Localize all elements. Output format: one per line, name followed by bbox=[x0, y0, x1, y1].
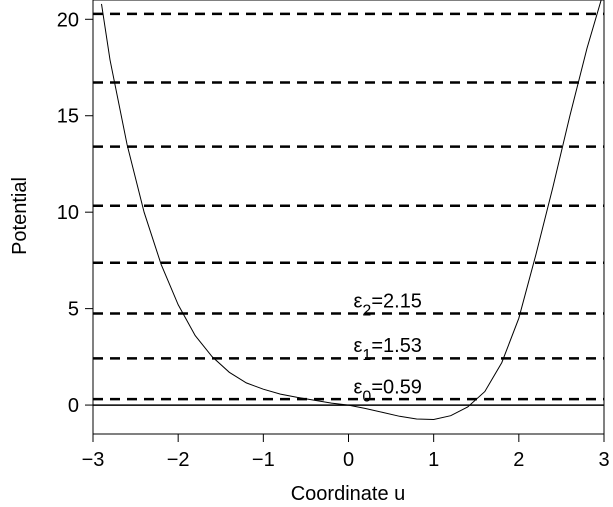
potential-curve bbox=[101, 0, 602, 421]
x-axis-title: Coordinate u bbox=[291, 483, 406, 505]
energy-annotations: ε0=0.59 ε1=1.53 ε2=2.15 bbox=[354, 291, 422, 406]
energy-label-0: ε0=0.59 bbox=[354, 377, 422, 406]
plot-frame bbox=[92, 0, 605, 435]
x-tick-label: 2 bbox=[513, 449, 524, 471]
x-tick-label: 3 bbox=[598, 449, 609, 471]
x-tick-label: −1 bbox=[252, 449, 275, 471]
x-tick-label: −3 bbox=[82, 449, 105, 471]
y-tick-label: 5 bbox=[68, 299, 79, 321]
y-tick-label: 0 bbox=[68, 395, 79, 417]
energy-label-1: ε1=1.53 bbox=[354, 335, 422, 364]
energy-label-2: ε2=2.15 bbox=[354, 291, 422, 320]
x-tick-label: 1 bbox=[428, 449, 439, 471]
x-tick-label: −2 bbox=[167, 449, 190, 471]
axes: −3 −2 −1 0 1 2 3 0 5 10 15 20 bbox=[57, 0, 610, 471]
y-axis-title: Potential bbox=[9, 177, 31, 255]
energy-levels bbox=[93, 12, 604, 401]
y-tick-label: 20 bbox=[57, 9, 79, 31]
y-tick-label: 10 bbox=[57, 202, 79, 224]
x-tick-label: 0 bbox=[343, 449, 354, 471]
y-tick-label: 15 bbox=[57, 106, 79, 128]
